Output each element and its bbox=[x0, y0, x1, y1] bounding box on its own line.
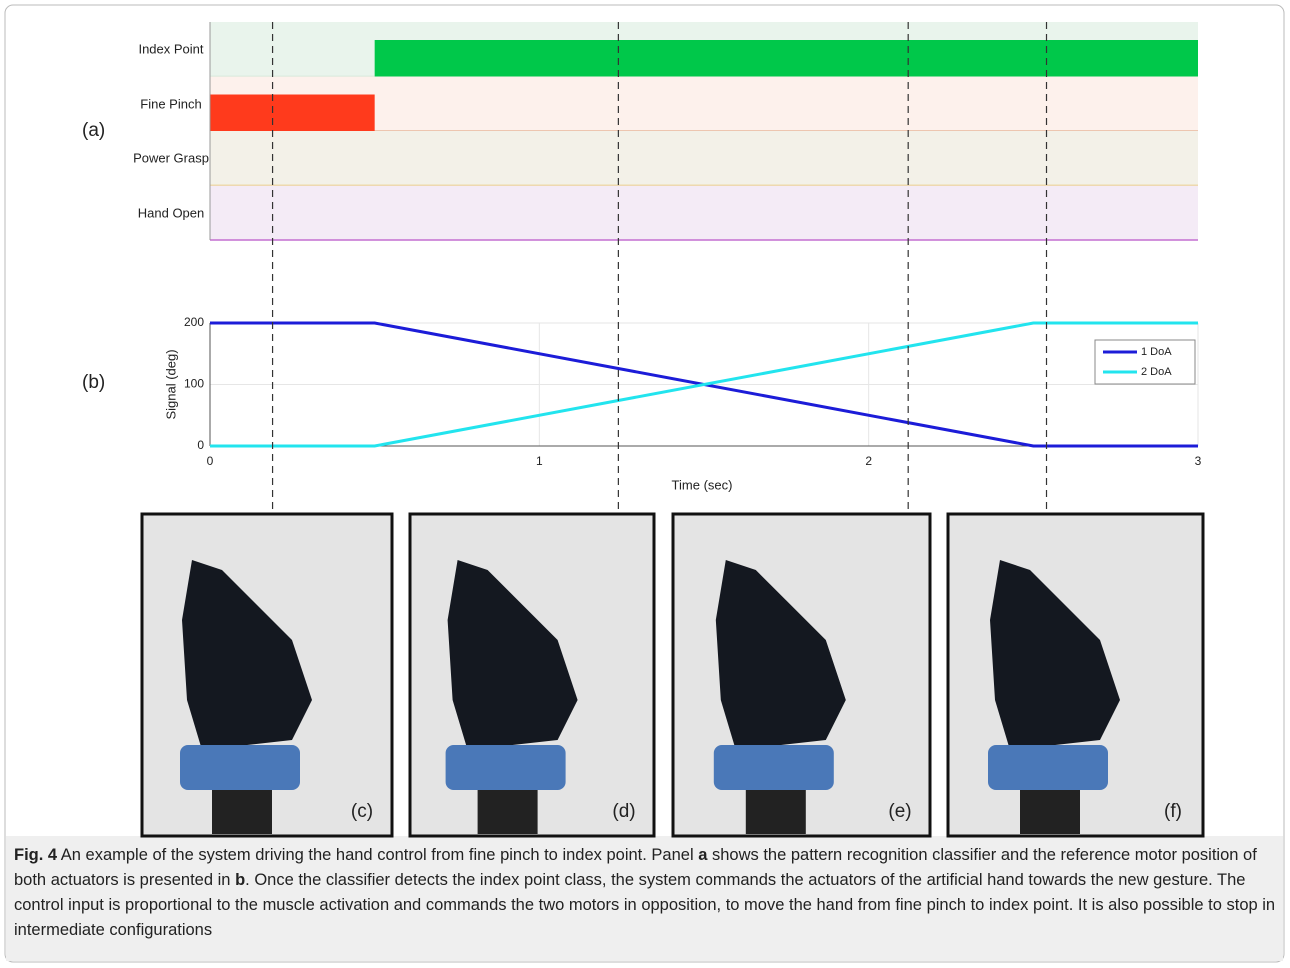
active-bar bbox=[375, 40, 1198, 77]
x-axis-label: Time (sec) bbox=[672, 477, 733, 492]
caption: Fig. 4 An example of the system driving … bbox=[14, 843, 1276, 943]
cuff bbox=[446, 745, 566, 790]
x-tick-label: 1 bbox=[536, 454, 543, 468]
stand bbox=[1020, 790, 1080, 834]
y-tick-label: 100 bbox=[184, 377, 204, 391]
caption-label: Fig. 4 bbox=[14, 846, 57, 864]
photo-label: (d) bbox=[612, 801, 635, 822]
photo-label: (e) bbox=[888, 801, 911, 822]
caption-bold: b bbox=[235, 871, 245, 889]
x-tick-label: 2 bbox=[865, 454, 872, 468]
cuff bbox=[714, 745, 834, 790]
x-tick-label: 0 bbox=[207, 454, 214, 468]
photo-label: (f) bbox=[1164, 801, 1182, 822]
panel-label: (b) bbox=[82, 372, 105, 394]
stand bbox=[478, 790, 538, 834]
row-band bbox=[210, 186, 1198, 241]
figure: 0 100 200 0 1 2 3 Time (sec) Signal (deg) 1 DoA 2 … bbox=[0, 0, 1290, 968]
photo-label: (c) bbox=[351, 801, 373, 822]
row-band bbox=[210, 131, 1198, 186]
panel-label: (a) bbox=[82, 120, 105, 142]
row-label: Fine Pinch bbox=[131, 95, 211, 112]
cuff bbox=[180, 745, 300, 790]
row-label: Hand Open bbox=[131, 204, 211, 221]
caption-text: An example of the system driving the han… bbox=[57, 846, 698, 864]
row-label: Index Point bbox=[131, 41, 211, 58]
stand bbox=[212, 790, 272, 834]
stand bbox=[746, 790, 806, 834]
active-bar bbox=[210, 95, 375, 132]
x-tick-label: 3 bbox=[1195, 454, 1202, 468]
legend-label: 2 DoA bbox=[1141, 366, 1172, 378]
y-tick-label: 200 bbox=[184, 315, 204, 329]
y-tick-label: 0 bbox=[197, 438, 204, 452]
y-axis-label: Signal (deg) bbox=[163, 349, 178, 419]
figure-canvas: 0 100 200 0 1 2 3 Time (sec) Signal (deg) 1 DoA 2 … bbox=[0, 0, 1290, 968]
cuff bbox=[988, 745, 1108, 790]
legend-label: 1 DoA bbox=[1141, 346, 1172, 358]
row-label: Power Grasp bbox=[131, 150, 211, 167]
